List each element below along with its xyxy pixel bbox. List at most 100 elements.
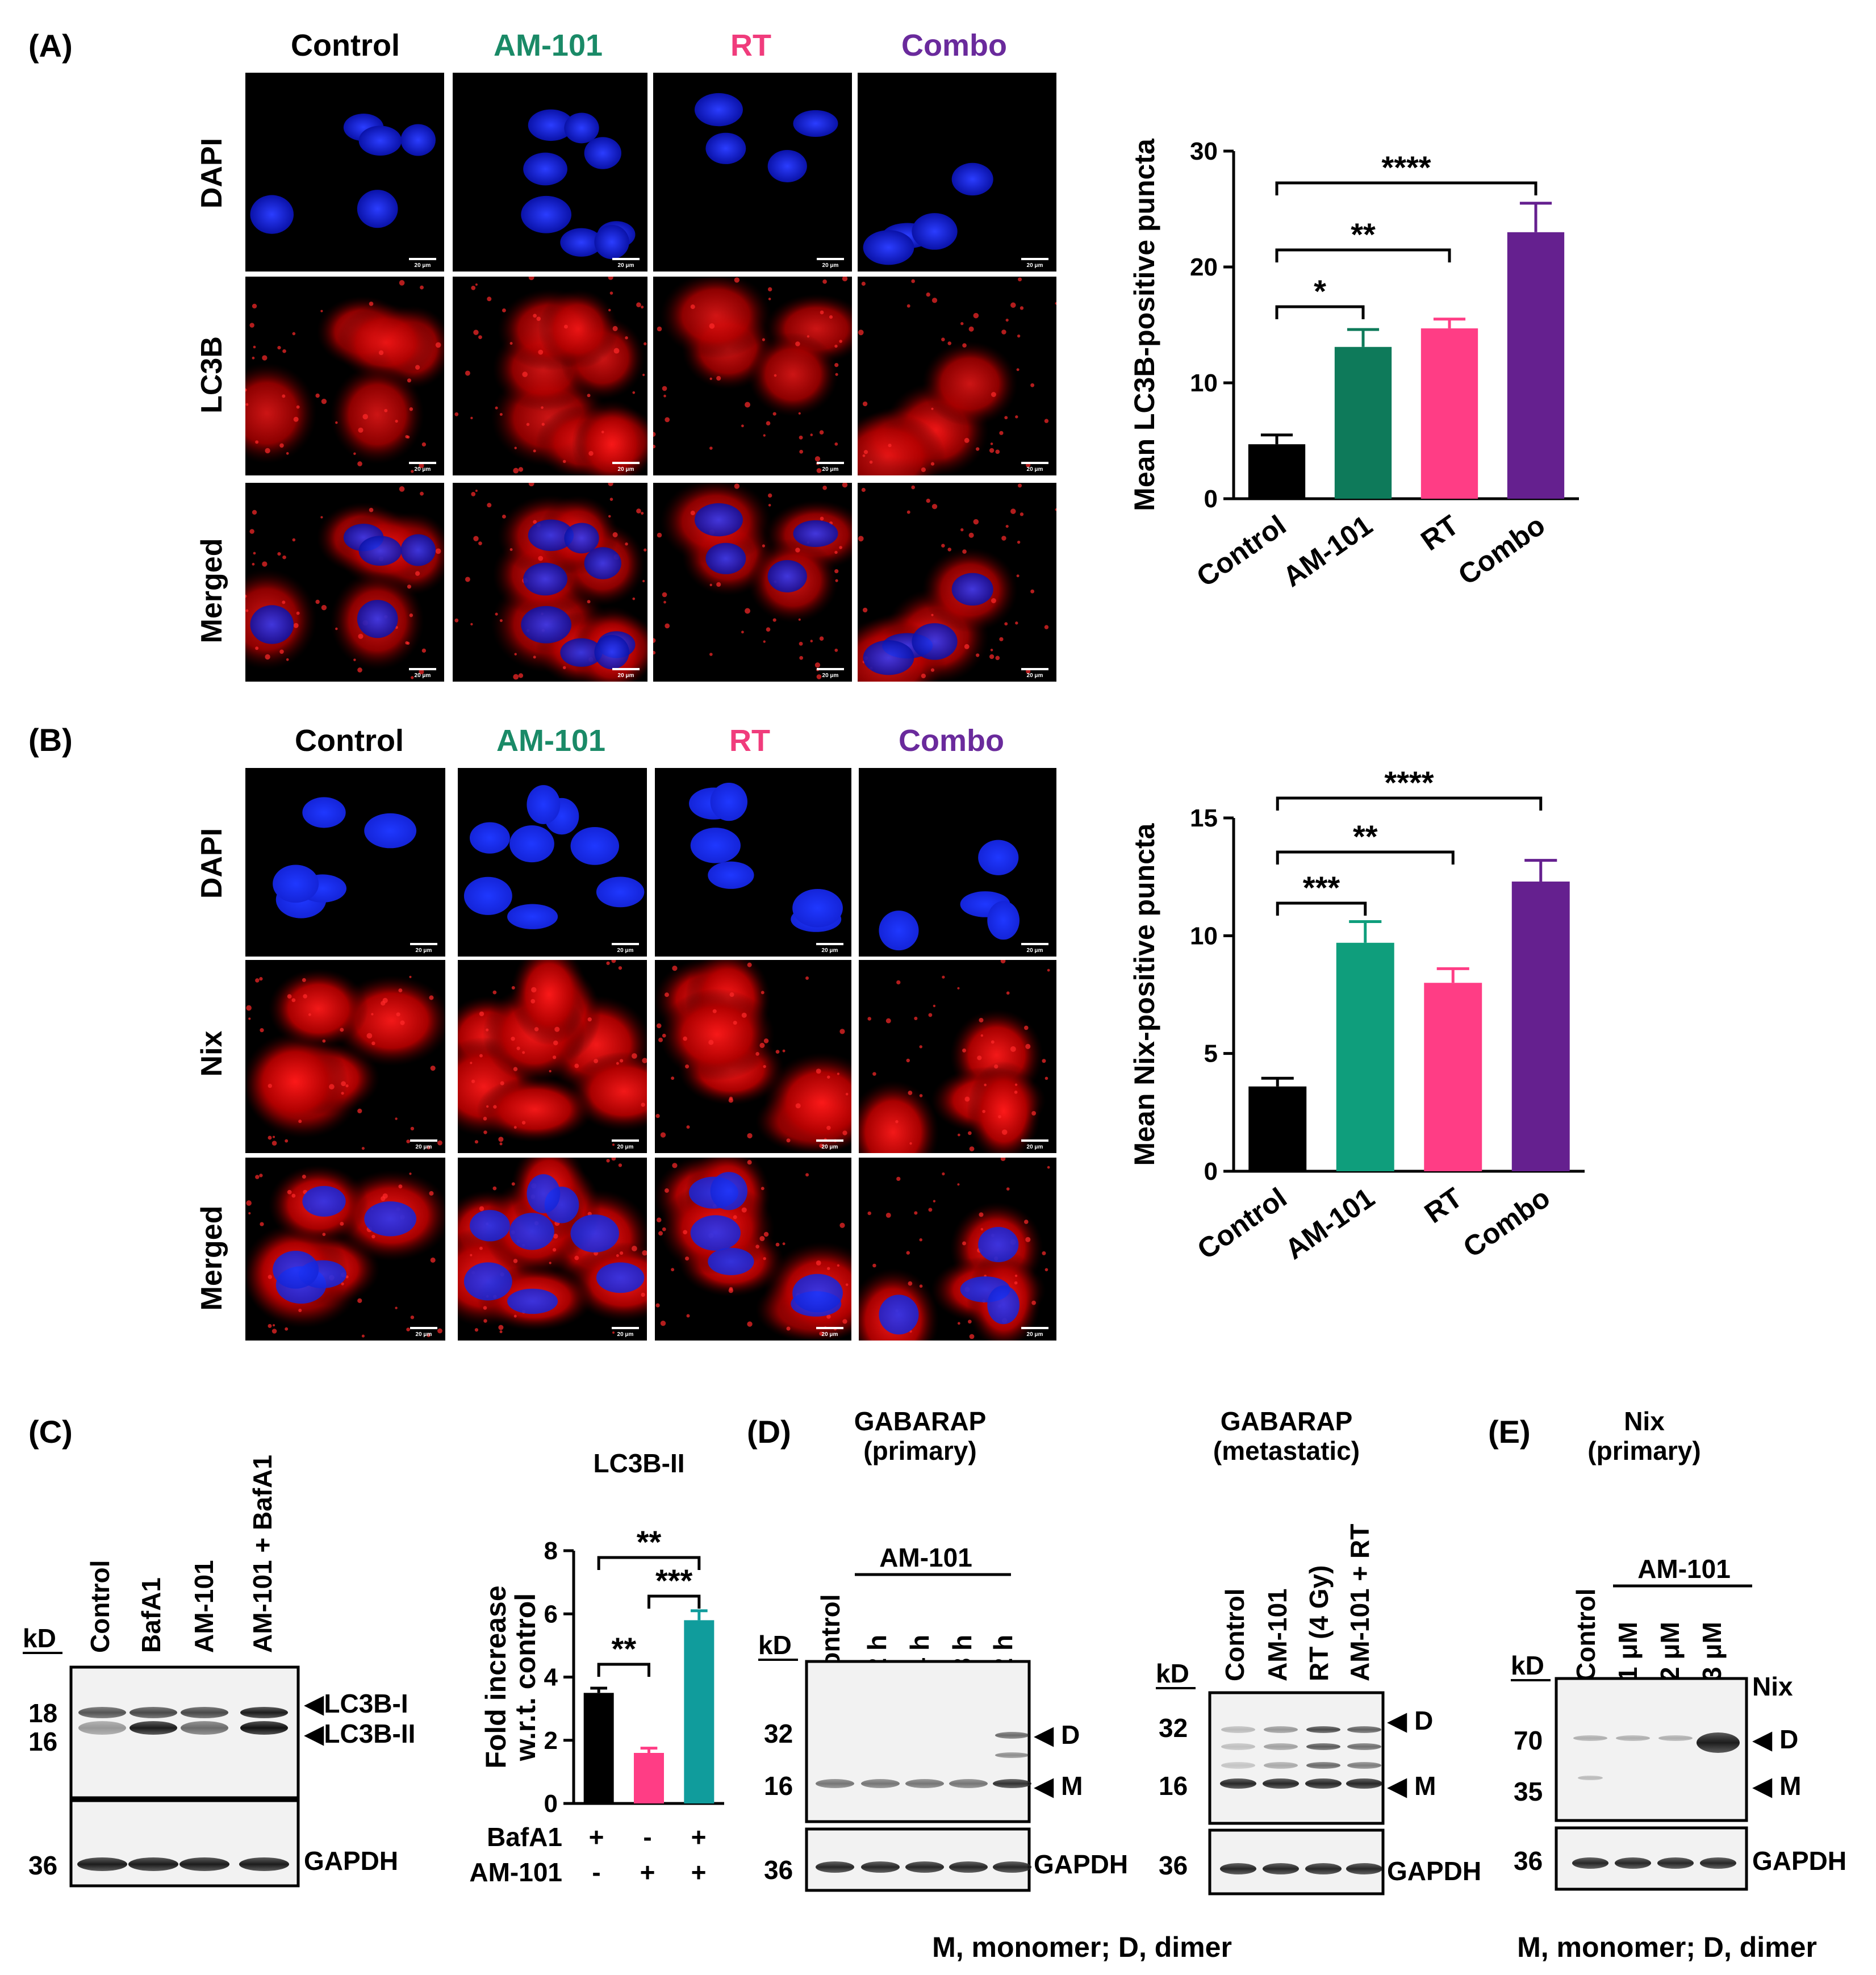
puncta [612,325,618,331]
blot-band [1615,1857,1651,1869]
puncta [483,1319,487,1323]
puncta [371,1013,374,1016]
puncta [991,598,996,603]
puncta [741,631,744,634]
panel-b: (B) Control AM-101 RT Combo DAPI Nix Mer… [28,722,1056,1341]
puncta [518,673,524,678]
scale-bar-label: 20 μm [1027,1144,1043,1150]
nucleus [273,1250,319,1289]
puncta [454,618,459,623]
puncta [747,962,752,967]
nucleus [879,911,919,951]
puncta [420,285,424,290]
nucleus [528,109,574,141]
puncta [980,1227,984,1231]
puncta [395,1117,398,1120]
puncta [320,516,323,519]
panel-a-col-am101: AM-101 [494,28,603,62]
gridB-tile-2-2: 20 μm [655,1158,851,1341]
puncta [933,1200,936,1202]
puncta [533,314,537,318]
puncta [709,446,713,450]
puncta [400,1020,405,1025]
panel-c-chart-title: LC3B-II [594,1448,685,1478]
puncta [762,338,765,341]
puncta [470,416,473,420]
puncta [483,1117,487,1121]
puncta [982,1109,986,1113]
puncta [322,1233,326,1237]
puncta [625,336,628,340]
puncta [479,1011,484,1017]
puncta [665,992,669,997]
puncta [252,303,257,309]
puncta [287,994,292,999]
puncta [641,305,644,309]
nucleus [951,162,993,196]
puncta [835,579,838,582]
puncta [842,1130,847,1135]
scale-bar-label: 20 μm [822,947,838,954]
puncta [371,1234,375,1239]
nucleus [528,519,574,552]
gridB-tile-2-1: 20 μm [458,1158,647,1341]
panel-e-kd-label: kD [1511,1651,1544,1680]
puncta [427,1146,431,1150]
puncta [962,343,967,348]
y-axis-title: Mean Nix-positive puncta [1129,822,1160,1166]
scale-bar-label: 20 μm [1027,1331,1043,1338]
bar-2 [684,1620,715,1803]
panel-d-met-lane-am101-rt: AM-101 + RT [1345,1524,1374,1681]
blot-band [78,1721,126,1735]
puncta [1014,1091,1018,1094]
puncta [1010,508,1016,514]
puncta [885,1212,891,1218]
puncta [931,504,938,510]
puncta [872,1263,876,1268]
nucleus [710,783,747,821]
gridB-tile-1-2: 20 μm [655,960,851,1153]
puncta [357,667,362,673]
puncta [747,1321,753,1327]
puncta [620,1059,624,1063]
puncta [479,1246,483,1250]
puncta [246,1200,252,1206]
blot-band [861,1779,900,1788]
puncta [382,997,388,1003]
puncta [644,342,647,345]
puncta [606,961,610,965]
panel-c-lane-am101-bafa1: AM-101 + BafA1 [248,1455,277,1653]
blot-band [1346,1778,1382,1789]
puncta [741,1207,747,1213]
nucleus [951,573,993,606]
puncta [931,298,938,303]
puncta [259,977,263,981]
puncta [1023,1220,1029,1224]
category-label-1: AM-101 [1279,1181,1380,1266]
puncta [763,1038,769,1043]
bar-0 [1248,444,1306,499]
puncta [421,648,427,653]
panel-c-am101-label: AM-101 [469,1857,562,1887]
puncta [271,1329,277,1334]
scale-bar-label: 20 μm [822,673,839,679]
puncta [483,1306,487,1310]
puncta [315,393,320,398]
puncta [1025,1237,1031,1242]
puncta [248,1212,251,1215]
puncta [926,292,930,297]
puncta [867,1211,872,1216]
puncta [282,394,286,398]
panel-a-micrograph-grid: 20 μm 20 μm 20 μm 20 μm 20 μm 20 μm 20 μm 20 μm… [245,73,1056,682]
blot-band [995,1752,1029,1758]
cytoplasm-stain [660,277,772,359]
puncta [745,402,751,408]
panel-b-row-nix: Nix [195,1030,228,1076]
puncta [371,1041,375,1046]
puncta [1025,1043,1031,1049]
puncta [869,460,873,464]
puncta [320,310,323,312]
y-tick-label: 10 [1190,369,1218,397]
blot-band [949,1861,988,1873]
puncta [286,658,289,661]
